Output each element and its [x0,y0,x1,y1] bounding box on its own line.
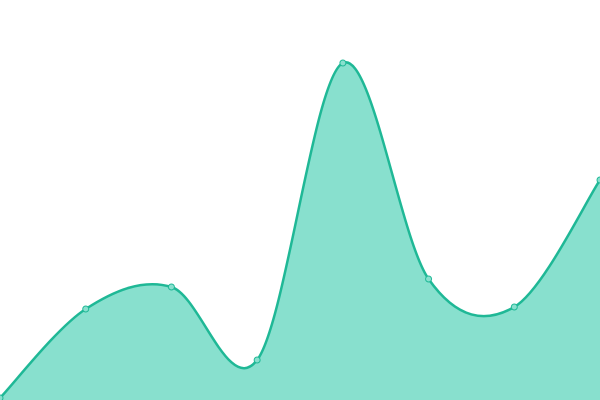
data-point [0,394,4,400]
area-line [0,61,600,399]
area-fill [0,62,600,400]
data-point [596,176,600,184]
data-point [82,305,90,313]
data-point [425,275,433,283]
data-point [510,303,518,311]
data-point [339,59,347,67]
data-point [167,283,175,291]
data-point [253,356,261,364]
